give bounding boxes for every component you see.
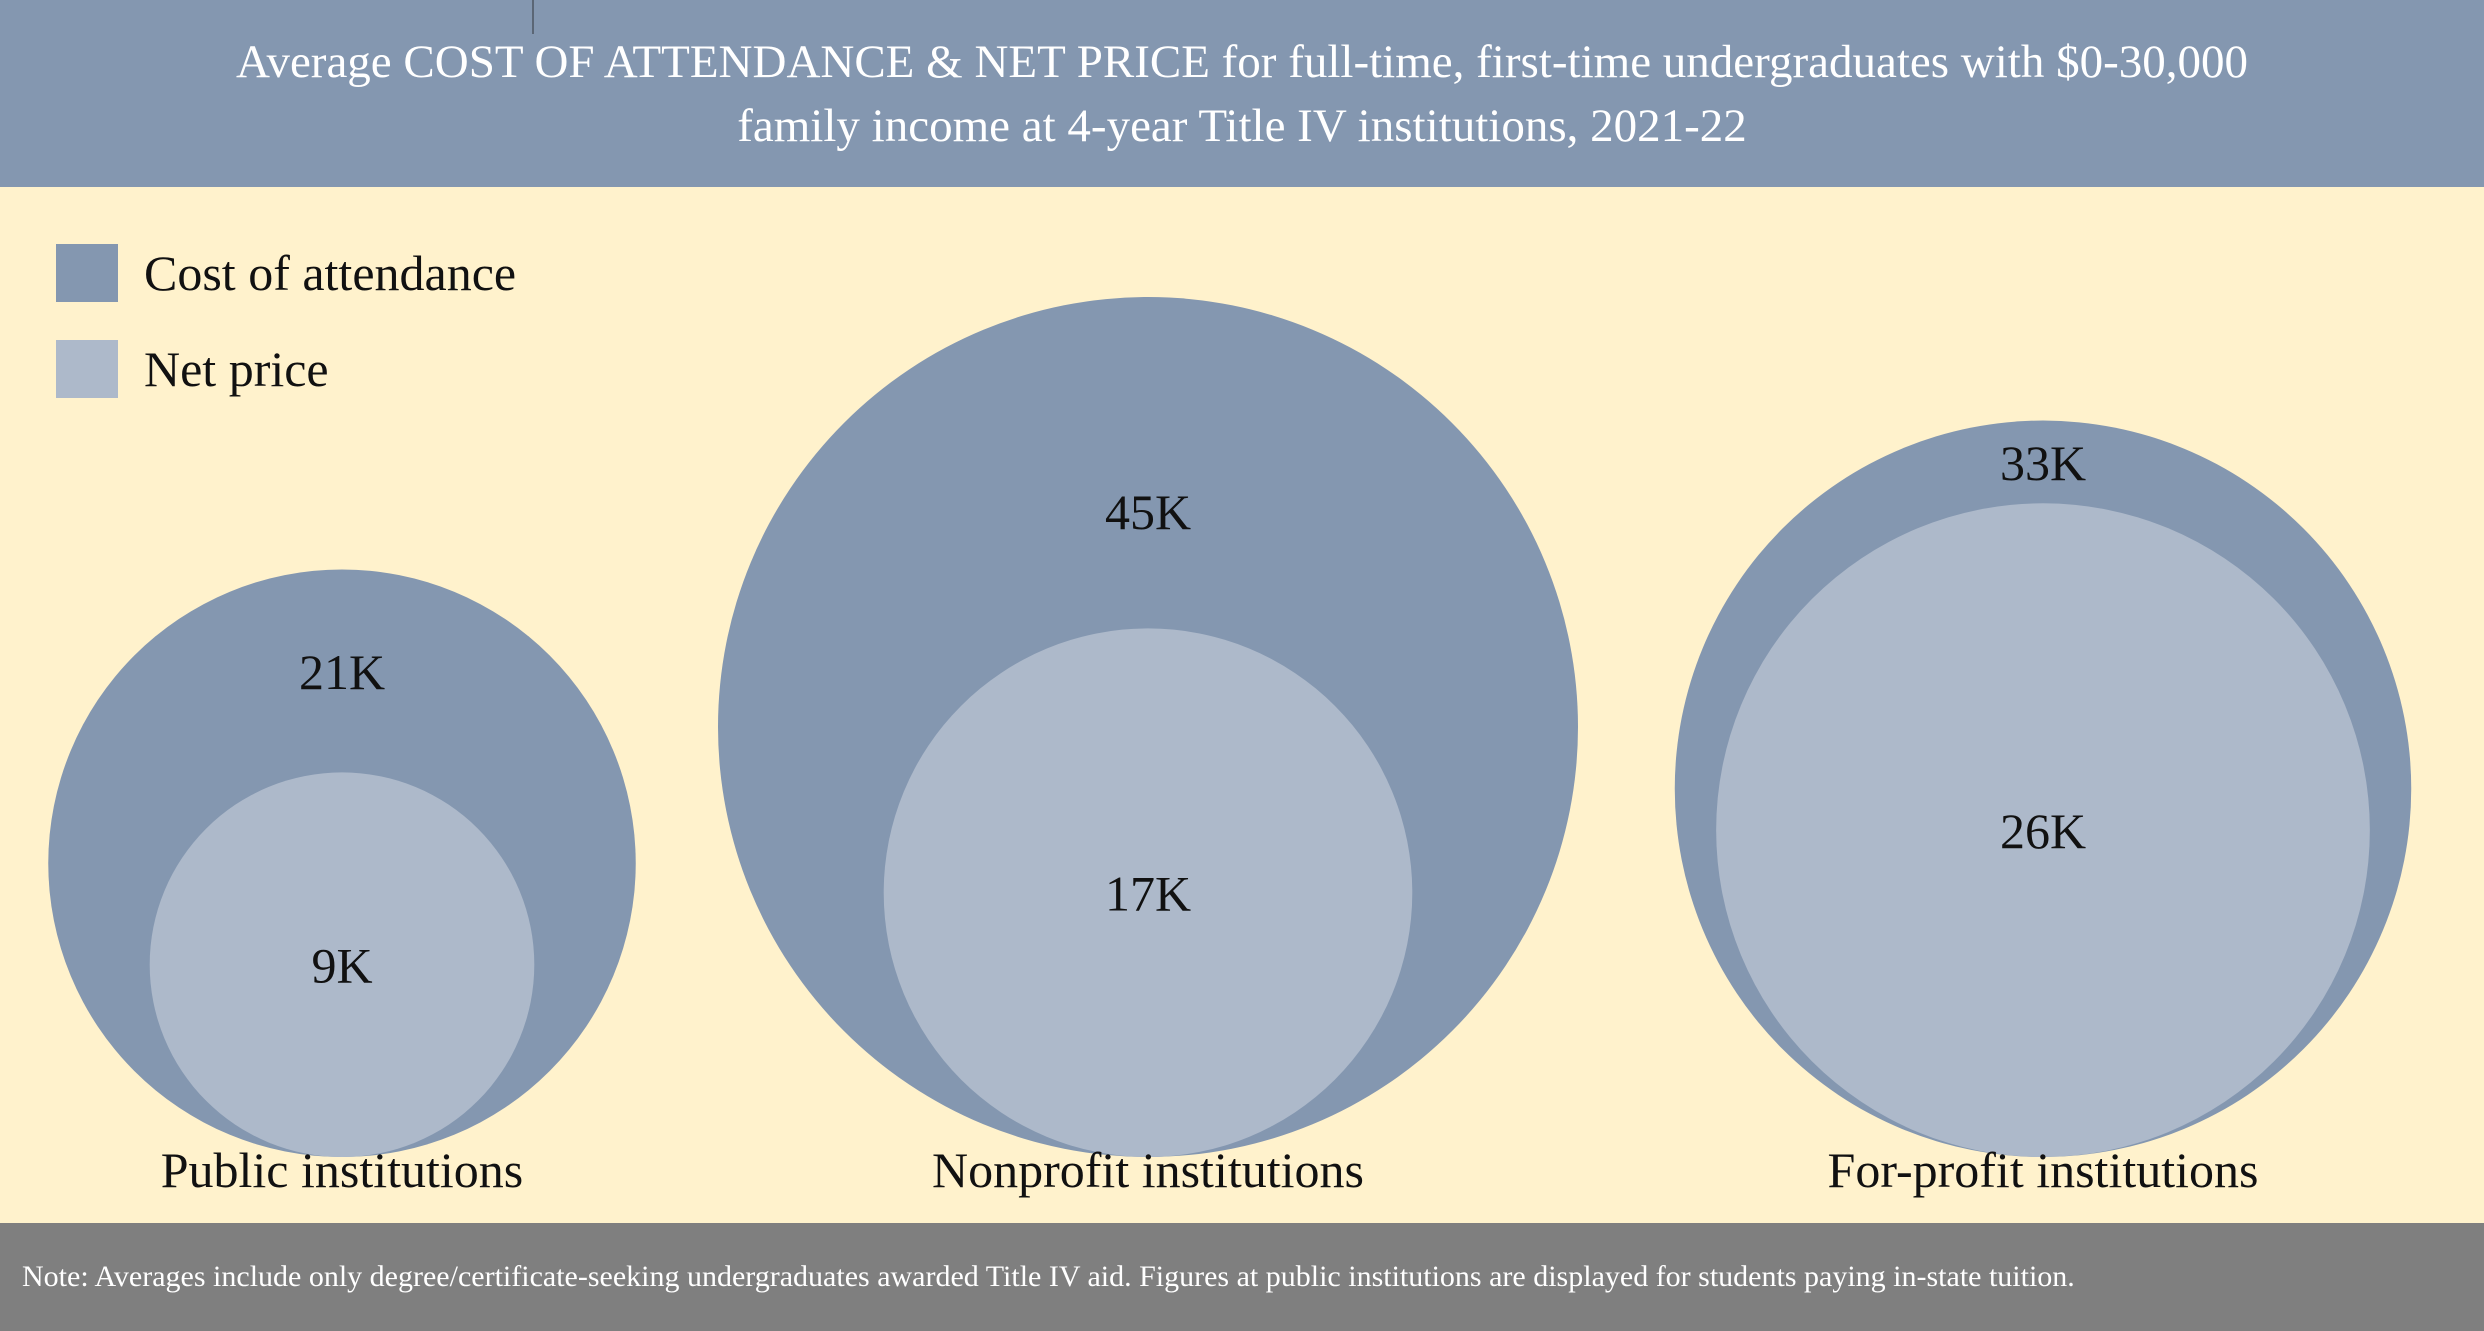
chart-footer-note: Note: Averages include only degree/certi… [0,1223,2484,1331]
legend-item-net-price: Net price [56,340,516,398]
legend-label-cost-of-attendance: Cost of attendance [144,245,517,301]
legend-label-net-price: Net price [144,341,329,397]
chart-title-line-1: Average COST OF ATTENDANCE & NET PRICE f… [235,35,2249,88]
data-label-cost-nonprofit-institutions: 45K [1105,484,1191,540]
data-label-cost-for-profit-institutions: 33K [2000,435,2086,491]
chart-title-line-2: family income at 4-year Title IV institu… [737,99,1747,152]
header-tick-mark [532,0,534,34]
bubble-net-for-profit-institutions [1716,503,2370,1157]
bubble-chart: 21K 9K Public institutions 45K 17K Nonprofit … [0,187,2484,1223]
category-label-for-profit-institutions: For-profit institutions [1828,1142,2259,1198]
legend-swatch-cost-of-attendance [56,244,118,302]
category-label-public-institutions: Public institutions [161,1142,524,1198]
bubble-net-public-institutions [149,772,535,1157]
chart-header: Average COST OF ATTENDANCE & NET PRICE f… [0,0,2484,187]
data-label-net-for-profit-institutions: 26K [2000,803,2086,859]
data-label-net-nonprofit-institutions: 17K [1105,866,1191,922]
bubble-chart-svg: 21K 9K Public institutions 45K 17K Nonprofit … [48,297,2412,1198]
legend-swatch-net-price [56,340,118,398]
data-label-cost-public-institutions: 21K [299,644,385,700]
legend-item-cost-of-attendance: Cost of attendance [56,244,516,302]
chart-legend: Cost of attendance Net price [56,244,516,436]
category-label-nonprofit-institutions: Nonprofit institutions [932,1142,1364,1198]
footer-note-text: Note: Averages include only degree/certi… [22,1260,2075,1293]
data-label-net-public-institutions: 9K [311,938,372,994]
bubble-net-nonprofit-institutions [883,628,1413,1157]
